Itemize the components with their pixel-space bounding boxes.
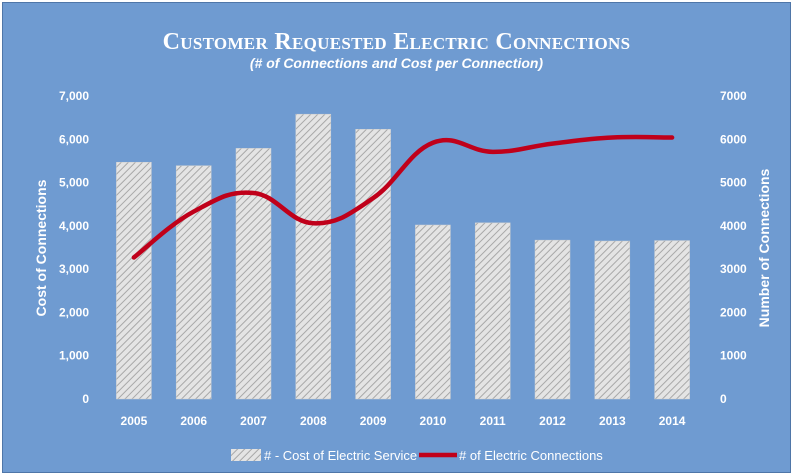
x-tick-label: 2012: [539, 414, 566, 428]
y-tick-label: 2,000: [59, 305, 89, 319]
x-tick-label: 2014: [659, 414, 686, 428]
bar-2014: [654, 240, 690, 400]
left-axis-title: Cost of Connections: [33, 179, 49, 316]
bar-2010: [415, 224, 451, 400]
left-axis-tick-labels: 0 1,000 2,000 3,000 4,000 5,000 6,000 7,000: [59, 89, 89, 406]
y2-tick-label: 2000: [720, 305, 747, 319]
y-tick-label: 4,000: [59, 219, 89, 233]
bar-2012: [534, 239, 571, 400]
legend-label-bars: # - Cost of Electric Service: [264, 448, 417, 463]
bar-2005: [116, 161, 152, 400]
x-tick-label: 2007: [240, 414, 267, 428]
bar-2008: [295, 113, 332, 400]
right-axis-tick-labels: 0 1000 2000 3000 4000 5000 6000 7000: [720, 89, 747, 406]
y2-tick-label: 6000: [720, 132, 747, 146]
y-tick-label: 3,000: [59, 262, 89, 276]
bar-2009: [355, 129, 391, 400]
y-tick-label: 7,000: [59, 89, 89, 103]
bar-2007: [235, 148, 272, 400]
y-tick-label: 0: [82, 392, 89, 406]
bar-2011: [474, 222, 511, 400]
legend-label-line: # of Electric Connections: [459, 448, 603, 463]
x-tick-label: 2011: [480, 414, 506, 428]
right-axis-title: Number of Connections: [756, 168, 772, 327]
y2-tick-label: 7000: [720, 89, 747, 103]
x-tick-label: 2010: [420, 414, 447, 428]
connections-line: [131, 134, 675, 260]
x-tick-label: 2013: [599, 414, 626, 428]
x-tick-label: 2006: [180, 414, 207, 428]
y-tick-label: 5,000: [59, 176, 89, 190]
y2-tick-label: 4000: [720, 219, 747, 233]
y2-tick-label: 1000: [720, 349, 747, 363]
x-tick-label: 2005: [121, 414, 148, 428]
y2-tick-label: 0: [720, 392, 727, 406]
chart-subtitle: (# of Connections and Cost per Connectio…: [249, 55, 544, 71]
x-tick-label: 2009: [360, 414, 387, 428]
y-tick-label: 6,000: [59, 132, 89, 146]
y-tick-label: 1,000: [59, 349, 89, 363]
bar-series: [116, 113, 690, 400]
legend-swatch-bars: [231, 449, 261, 461]
x-tick-label: 2008: [300, 414, 327, 428]
y2-tick-label: 5000: [720, 176, 747, 190]
y2-tick-label: 3000: [720, 262, 747, 276]
x-axis-tick-labels: 2005 2006 2007 2008 2009 2010 2011 2012 2013 2014: [121, 414, 686, 428]
bar-2006: [175, 165, 212, 400]
chart-title: Customer Requested Electric Connections: [162, 29, 631, 55]
bar-2013: [594, 240, 631, 400]
legend: # - Cost of Electric Service # of Electr…: [231, 448, 603, 463]
